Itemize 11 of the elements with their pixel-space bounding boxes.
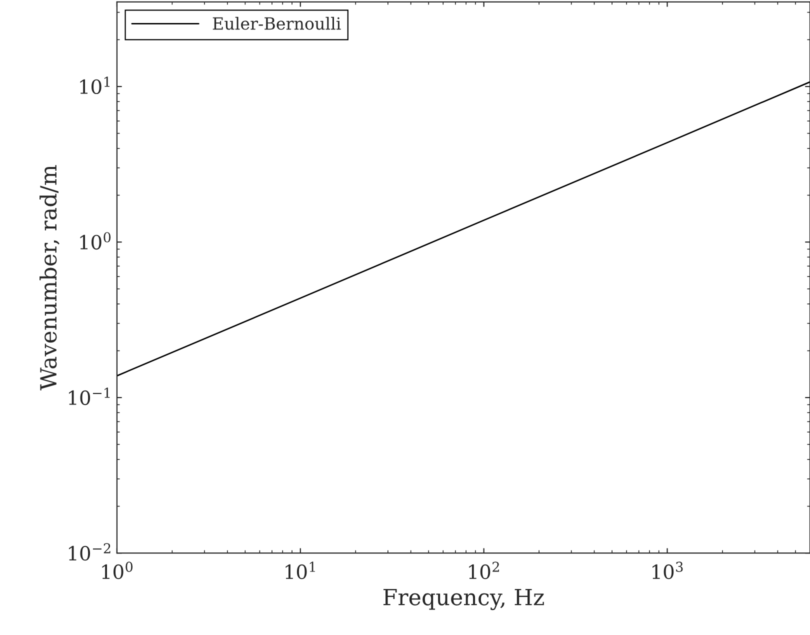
x-tick-label: 10$^{0}$: [102, 562, 133, 580]
x-tick-label: 10$^{1}$: [286, 562, 315, 580]
y-axis-title: Wavenumber, rad/m: [40, 165, 60, 390]
x-tick-label: 10$^{3}$: [652, 562, 683, 580]
legend-label: Euler-Bernoulli: [212, 16, 341, 30]
y-tick-label: 10$^{0}$: [80, 232, 111, 250]
y-tick-label: 10$^{−1}$: [68, 388, 110, 406]
x-axis-title: Frequency, Hz: [383, 588, 544, 610]
x-tick-label: 10$^{2}$: [469, 562, 499, 580]
y-tick-label: 10$^{−2}$: [68, 543, 110, 561]
y-tick-label: 10$^{1}$: [80, 76, 110, 94]
